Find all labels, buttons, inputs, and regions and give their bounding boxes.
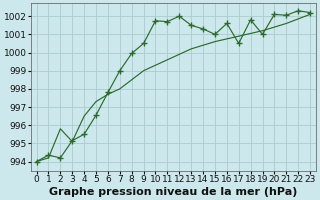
X-axis label: Graphe pression niveau de la mer (hPa): Graphe pression niveau de la mer (hPa) bbox=[49, 187, 298, 197]
